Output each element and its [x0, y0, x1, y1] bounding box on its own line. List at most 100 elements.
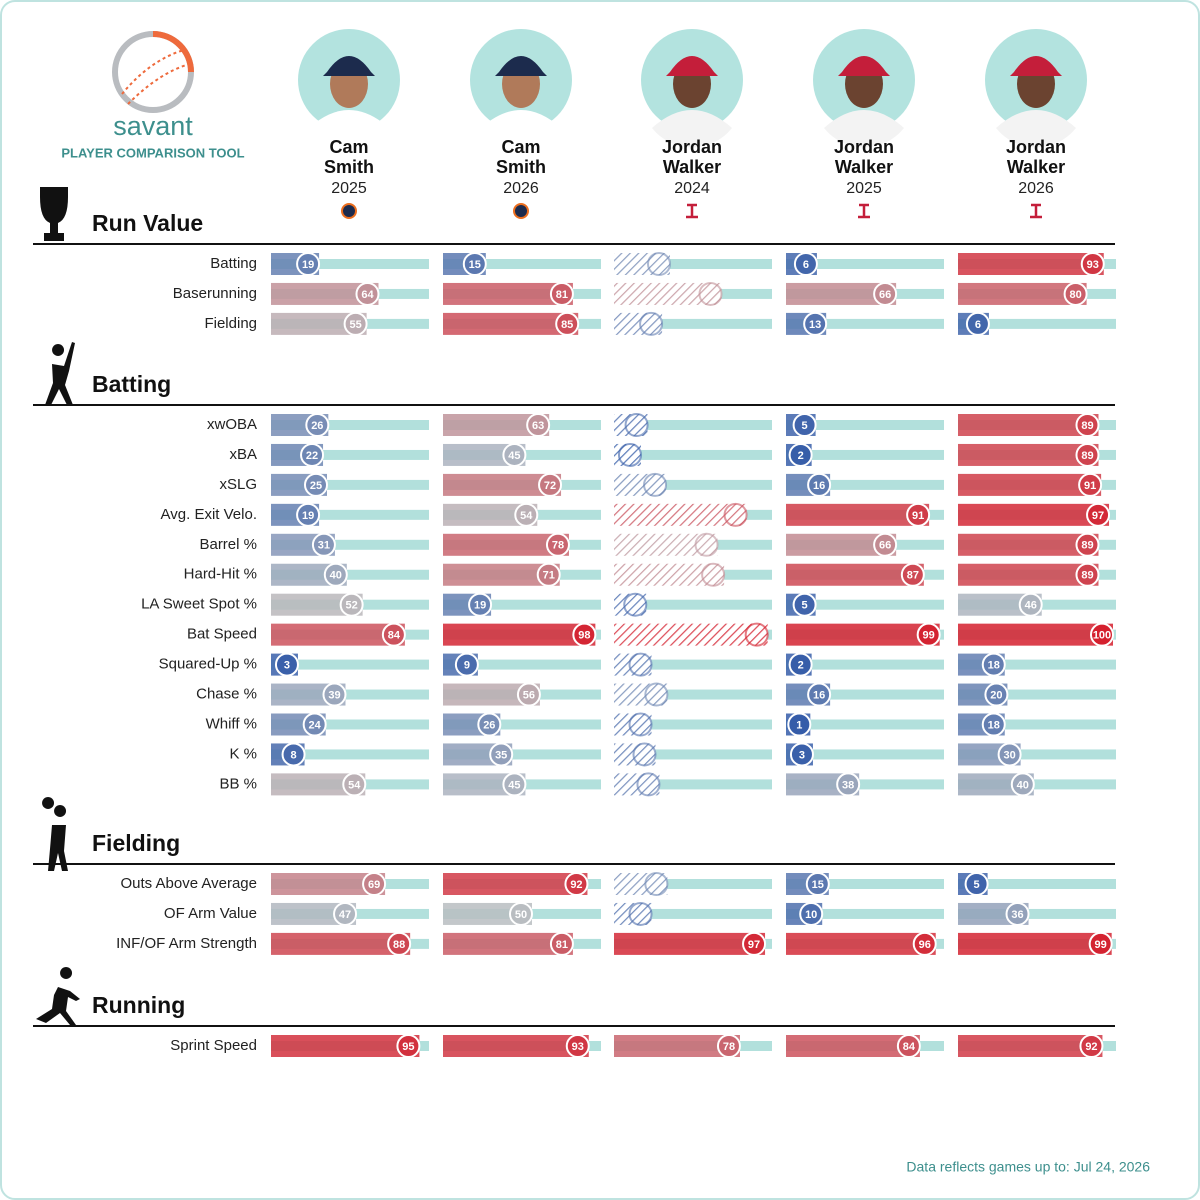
value-label: 22: [306, 450, 318, 462]
metric-label: K %: [229, 745, 257, 762]
value-dot: [454, 652, 479, 677]
value-label: 95: [402, 1041, 414, 1053]
value-label: 45: [508, 779, 520, 791]
value-dot: [564, 872, 589, 896]
value-label: 85: [561, 319, 573, 331]
track: [786, 599, 944, 610]
value-dot: [624, 413, 649, 437]
value-dot: [964, 872, 989, 896]
player-last: Smith: [324, 157, 374, 177]
value-label: 40: [330, 570, 342, 582]
track: [786, 659, 944, 670]
value-dot: [836, 772, 861, 797]
track: [614, 420, 772, 430]
track: [786, 908, 944, 919]
value-label: 93: [1087, 259, 1099, 271]
value-dot: [1018, 592, 1043, 617]
headshot: [813, 29, 915, 148]
value-label: 20: [990, 689, 1002, 701]
section-title: Batting: [92, 371, 171, 397]
player-last: Walker: [1007, 157, 1065, 177]
metric-label: Outs Above Average: [121, 875, 258, 892]
bar: [443, 683, 540, 706]
value-dot: [807, 682, 832, 707]
track: [614, 908, 772, 919]
player-year: 2025: [331, 180, 367, 197]
value-label: 15: [469, 259, 481, 271]
track: [271, 420, 429, 430]
track: [614, 659, 772, 670]
value-label: 3: [799, 749, 805, 761]
player-first: Jordan: [1006, 137, 1066, 157]
section-title: Running: [92, 992, 185, 1018]
headshot: [298, 29, 400, 148]
value-label: 35: [495, 749, 507, 761]
value-dot: [981, 652, 1006, 677]
value-dot: [787, 712, 812, 737]
value-dot: [516, 682, 541, 707]
value-dot: [644, 682, 669, 707]
track: [443, 659, 601, 670]
value-label: 3: [284, 660, 290, 672]
value-label: 88: [393, 939, 405, 951]
player-first: Cam: [329, 137, 368, 157]
value-dot: [694, 532, 719, 557]
value-label: 31: [318, 540, 330, 552]
metric-label: Whiff %: [206, 715, 257, 732]
value-dot: [617, 442, 642, 467]
team-logo: [341, 203, 357, 219]
track: [271, 569, 429, 580]
metric-label: Fielding: [204, 315, 257, 332]
metric-label: Batting: [210, 255, 257, 272]
value-dot: [300, 442, 325, 467]
value-dot: [489, 742, 514, 767]
value-label: 69: [368, 879, 380, 891]
value-dot: [981, 712, 1006, 737]
value-dot: [274, 652, 299, 677]
track: [786, 420, 944, 430]
logo-text: savant: [113, 111, 193, 141]
metric-label: Sprint Speed: [170, 1037, 257, 1054]
metric-label: BB %: [219, 775, 257, 792]
track: [271, 479, 429, 490]
track: [958, 908, 1116, 919]
value-label: 64: [361, 289, 374, 301]
value-dot: [912, 931, 937, 956]
value-dot: [799, 901, 824, 926]
value-label: 15: [812, 879, 824, 891]
value-label: 54: [348, 779, 361, 791]
bar: [786, 503, 930, 526]
player-first: Jordan: [662, 137, 722, 157]
value-dot: [302, 712, 327, 737]
track: [271, 539, 429, 550]
section-title: Run Value: [92, 210, 203, 236]
track: [958, 779, 1116, 790]
track: [958, 749, 1116, 760]
track: [271, 509, 429, 520]
bar: [614, 533, 718, 556]
value-label: 97: [748, 939, 760, 951]
bar: [443, 932, 573, 955]
track: [614, 779, 772, 790]
value-dot: [628, 901, 653, 926]
value-dot: [468, 592, 493, 617]
value-label: 91: [1084, 480, 1096, 492]
bar: [443, 414, 550, 436]
track: [786, 689, 944, 700]
track: [271, 719, 429, 730]
track: [786, 719, 944, 730]
track: [958, 318, 1116, 329]
value-label: 80: [1069, 289, 1081, 301]
bar: [958, 473, 1102, 496]
track: [614, 318, 772, 329]
value-dot: [311, 532, 336, 557]
track: [614, 599, 772, 610]
value-label: 13: [809, 319, 821, 331]
value-dot: [644, 872, 669, 896]
value-dot: [984, 682, 1009, 707]
body: [824, 110, 904, 148]
bar: [958, 1035, 1103, 1057]
value-label: 40: [1017, 779, 1029, 791]
bar: [786, 932, 936, 955]
team-logo-mark: [686, 203, 698, 219]
